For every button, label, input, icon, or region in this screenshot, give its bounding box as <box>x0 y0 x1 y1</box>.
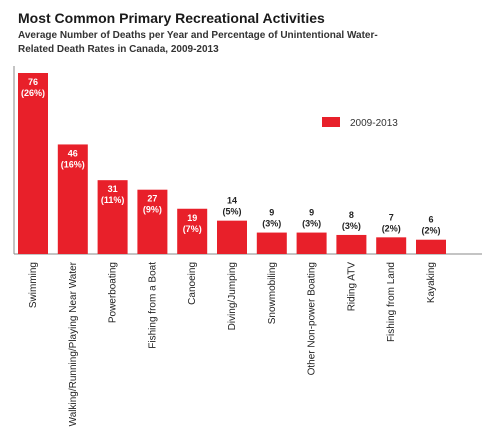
value-label-canoeing: 19 <box>187 213 197 223</box>
bar-fishing-from-a-boat <box>137 189 168 254</box>
value-label-snowmobiling: 9 <box>269 208 274 218</box>
category-label-kayaking: Kayaking <box>426 262 437 303</box>
value-label-walking-running-playing-near-water: 46 <box>68 148 78 158</box>
value-label-fishing-from-land: 7 <box>389 212 394 222</box>
chart-title: Most Common Primary Recreational Activit… <box>18 10 325 26</box>
percent-label-powerboating: (11%) <box>101 195 125 205</box>
bar-other-non-power-boating <box>296 232 327 254</box>
value-label-other-non-power-boating: 9 <box>309 208 314 218</box>
category-label-walking-running-playing-near-water: Walking/Running/Playing Near Water <box>68 261 79 426</box>
bar-swimming <box>18 73 48 254</box>
value-label-riding-atv: 8 <box>349 210 354 220</box>
percent-label-walking-running-playing-near-water: (16%) <box>61 159 85 169</box>
category-label-other-non-power-boating: Other Non-power Boating <box>307 262 318 375</box>
percent-label-riding-atv: (3%) <box>342 221 361 231</box>
percent-label-fishing-from-a-boat: (9%) <box>143 205 162 215</box>
bar-powerboating <box>97 180 128 254</box>
legend-swatch <box>322 117 340 127</box>
category-label-diving-jumping: Diving/Jumping <box>227 262 238 330</box>
bar-canoeing <box>177 208 208 254</box>
category-label-fishing-from-land: Fishing from Land <box>386 262 397 342</box>
percent-label-swimming: (26%) <box>21 88 45 98</box>
category-label-swimming: Swimming <box>28 262 39 308</box>
chart-subtitle: Average Number of Deaths per Year and Pe… <box>18 30 378 55</box>
bar-snowmobiling <box>256 232 287 254</box>
category-label-snowmobiling: Snowmobiling <box>267 262 278 324</box>
percent-label-fishing-from-land: (2%) <box>382 223 401 233</box>
legend-label: 2009-2013 <box>350 118 398 129</box>
percent-label-kayaking: (2%) <box>421 226 440 236</box>
bar-kayaking <box>416 239 446 254</box>
percent-label-diving-jumping: (5%) <box>222 207 241 217</box>
value-label-kayaking: 6 <box>428 215 433 225</box>
percent-label-snowmobiling: (3%) <box>262 219 281 229</box>
value-label-swimming: 76 <box>28 77 38 87</box>
value-label-fishing-from-a-boat: 27 <box>147 194 157 204</box>
bar-walking-running-playing-near-water <box>57 144 88 254</box>
bar-fishing-from-land <box>376 237 407 254</box>
value-label-diving-jumping: 14 <box>227 196 237 206</box>
bar-diving-jumping <box>217 220 247 254</box>
bar-riding-atv <box>336 234 367 254</box>
category-label-riding-atv: Riding ATV <box>346 262 357 312</box>
percent-label-other-non-power-boating: (3%) <box>302 219 321 229</box>
category-label-fishing-from-a-boat: Fishing from a Boat <box>147 262 158 349</box>
percent-label-canoeing: (7%) <box>183 224 202 234</box>
category-label-canoeing: Canoeing <box>187 262 198 305</box>
category-label-powerboating: Powerboating <box>108 262 119 323</box>
value-label-powerboating: 31 <box>108 184 118 194</box>
